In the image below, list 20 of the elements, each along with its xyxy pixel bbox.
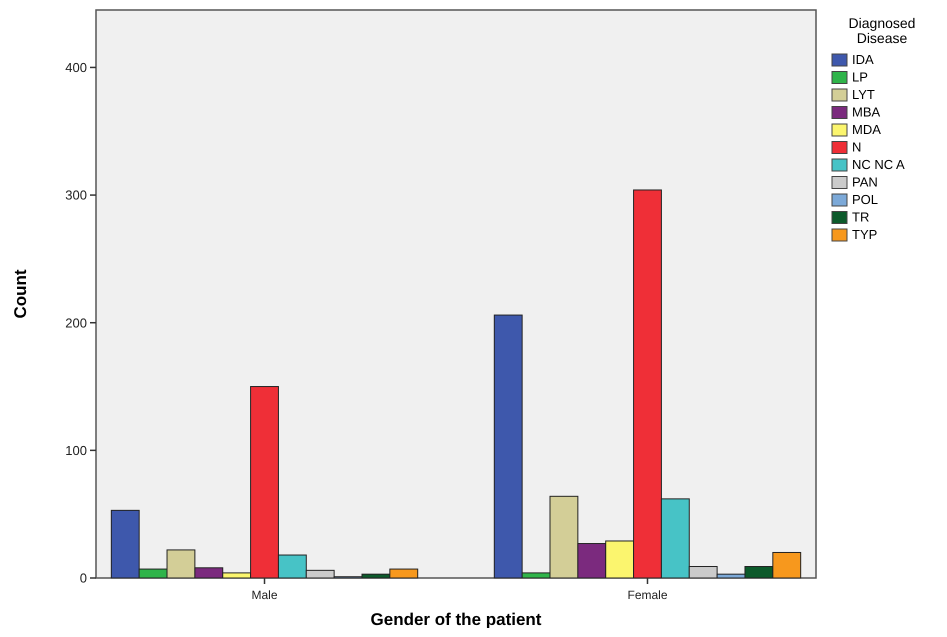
legend-label: LP [852, 70, 868, 84]
legend-title: Diagnosed Disease [848, 15, 916, 46]
legend-label: TR [852, 210, 870, 224]
legend-label: LYT [852, 87, 875, 102]
y-tick-label: 400 [65, 60, 87, 75]
legend-label: IDA [852, 52, 874, 67]
legend-label: NC NC A [852, 157, 906, 172]
legend-label: PAN [852, 174, 878, 190]
x-tick-label: Male [252, 588, 278, 602]
legend-label: POL [852, 192, 878, 207]
y-tick-label: 0 [80, 570, 87, 586]
y-tick-label: 100 [65, 442, 87, 458]
y-axis-title: Count [11, 269, 30, 319]
x-tick-label: Female [627, 588, 668, 602]
legend-label: N [852, 140, 862, 154]
y-tick-label: 200 [65, 315, 87, 330]
legend-label: MBA [852, 104, 880, 120]
legend-label: TYP [852, 227, 878, 242]
legend-label: MDA [852, 122, 882, 137]
y-tick-label: 300 [65, 188, 87, 203]
